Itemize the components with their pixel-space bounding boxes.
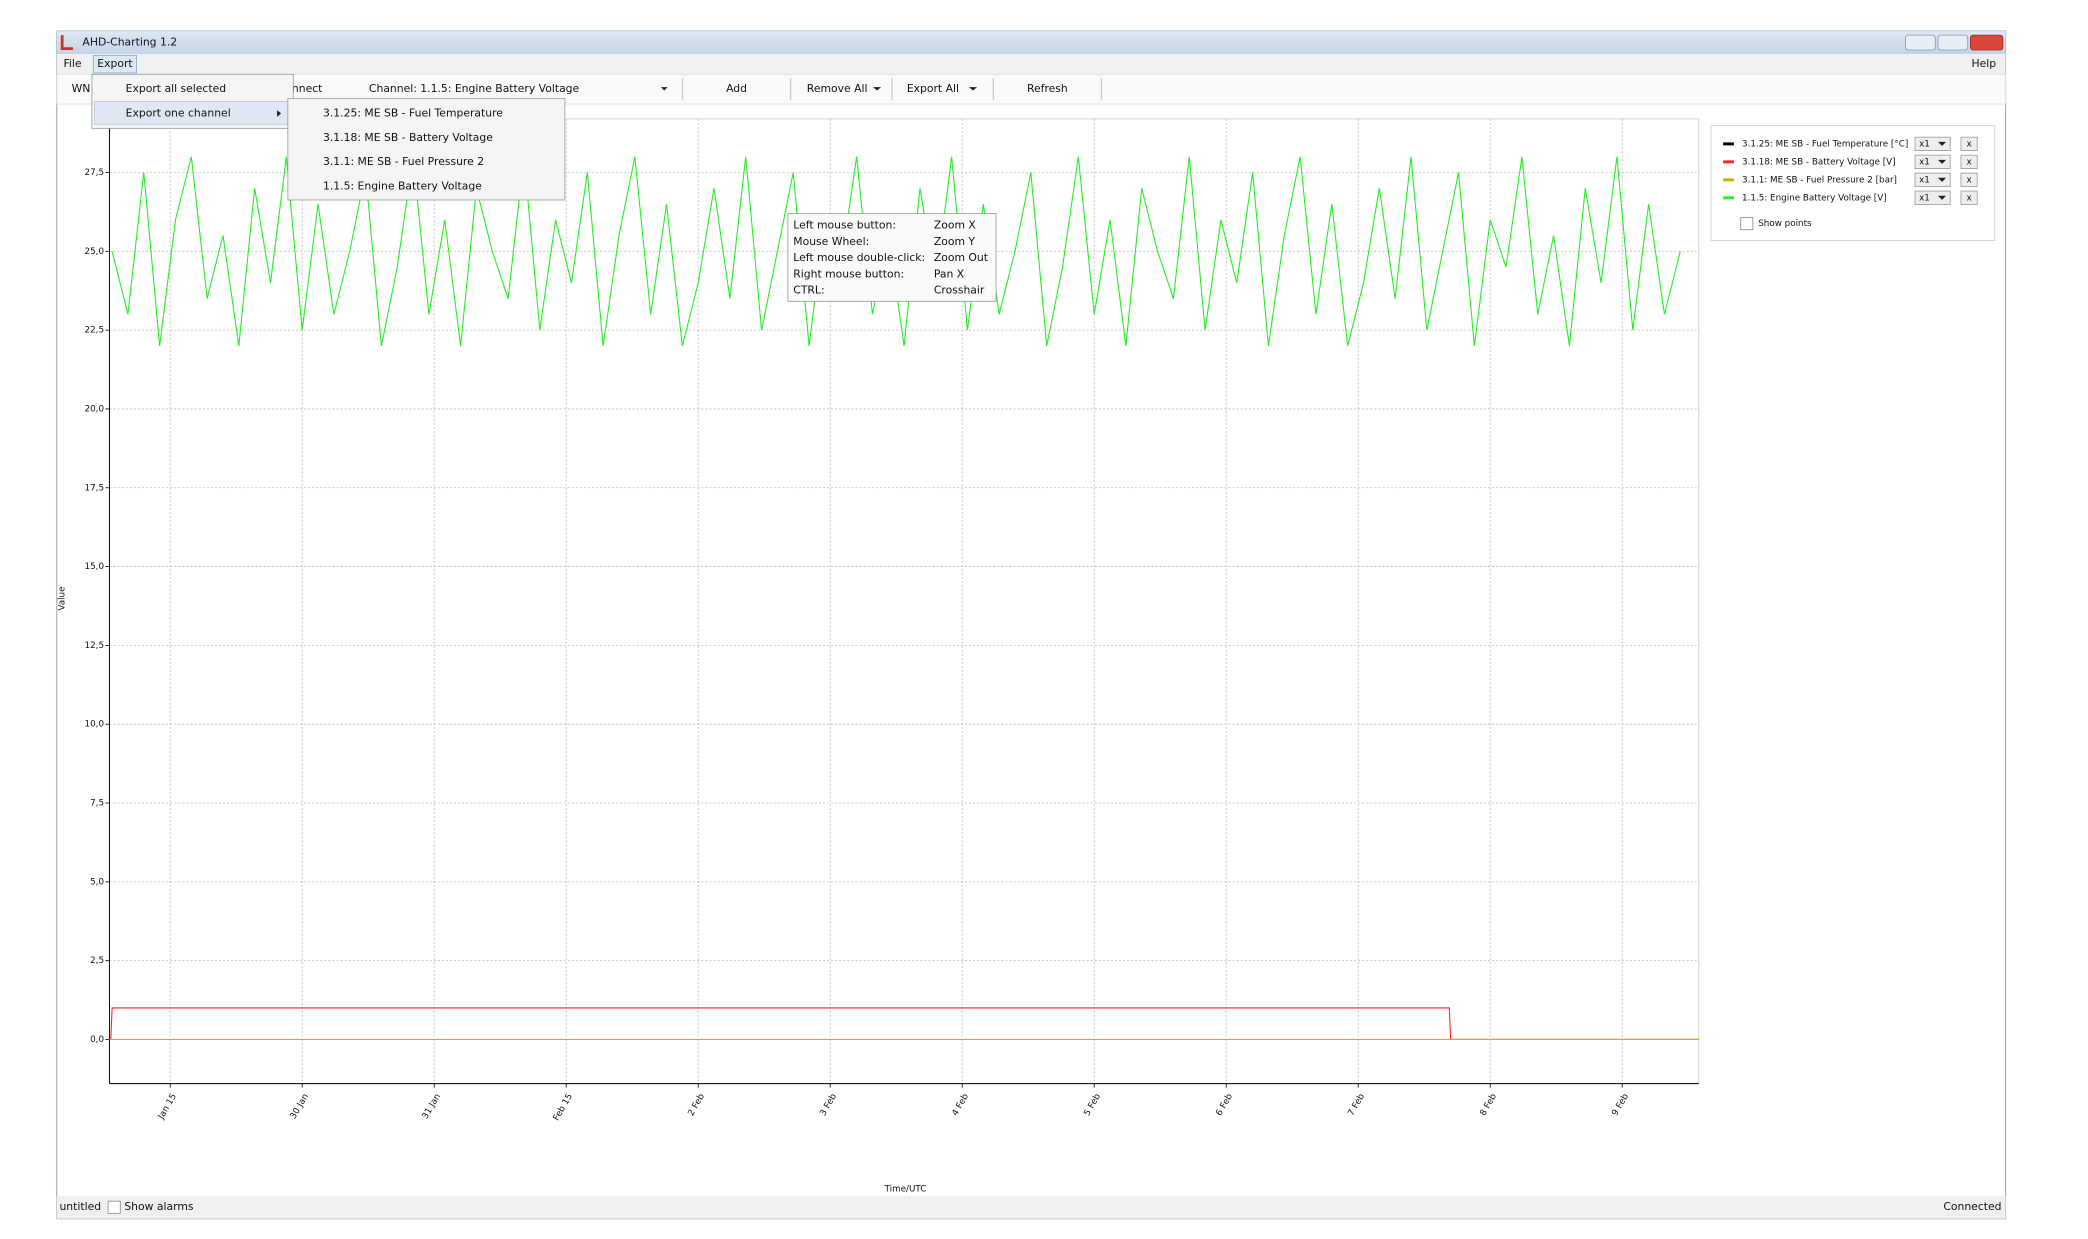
menu-item[interactable]: Export one channel <box>126 106 231 119</box>
y-axis-label: Value <box>58 587 68 611</box>
add-button[interactable]: Add <box>726 82 747 95</box>
axis-selector-value[interactable]: x1 <box>1919 175 1930 185</box>
y-tick-label: 20,0 <box>85 404 105 414</box>
title-bar <box>56 31 2006 55</box>
minimize-button[interactable] <box>1905 34 1936 51</box>
window-title: AHD-Charting 1.2 <box>82 36 177 49</box>
tooltip: Left mouse button: Zoom X Mouse Wheel: Zoom… <box>787 213 997 302</box>
checkbox[interactable] <box>1740 217 1754 231</box>
remove-button[interactable] <box>1960 172 1978 187</box>
app-icon <box>60 35 73 50</box>
dropdown-arrow <box>1937 195 1947 200</box>
y-tick-label: 17,5 <box>85 483 105 493</box>
y-tick-label: 12,5 <box>85 641 105 651</box>
y-tick-label: 7,5 <box>90 799 104 809</box>
dropdown-arrow <box>1937 141 1947 146</box>
menu-help[interactable]: Help <box>1971 57 1996 70</box>
tooltip-key: CTRL: <box>793 283 824 296</box>
status-bar <box>56 1195 2006 1219</box>
remove-button[interactable] <box>1960 154 1978 169</box>
remove-button[interactable] <box>1960 190 1978 205</box>
channel-label: Channel: <box>369 82 417 95</box>
y-tick-label: 25,0 <box>85 247 105 257</box>
menu-bar <box>56 54 2006 75</box>
remove-button-label[interactable]: x <box>1966 175 1971 185</box>
tooltip-key: Right mouse button: <box>793 267 904 280</box>
tooltip-key: Left mouse double-click: <box>793 251 925 264</box>
submenu-item[interactable]: 3.1.1: ME SB - Fuel Pressure 2 <box>323 155 484 168</box>
file-name: untitled <box>59 1200 101 1213</box>
dropdown-arrow <box>660 87 668 91</box>
show-points-label[interactable]: Show points <box>1758 219 1812 229</box>
legend-label: 3.1.1: ME SB - Fuel Pressure 2 [bar] <box>1742 175 1897 185</box>
toolbar-hidden-item[interactable]: WN <box>72 82 91 95</box>
close-button[interactable] <box>1970 34 2004 51</box>
show-alarms-label[interactable]: Show alarms <box>124 1200 194 1213</box>
export-all-button[interactable]: Export All <box>907 82 959 95</box>
tooltip-value: Zoom X <box>934 219 977 232</box>
connection-status: Connected <box>1943 1200 2001 1213</box>
menu-export[interactable]: Export <box>97 57 132 70</box>
dropdown-arrow <box>1937 159 1947 164</box>
legend-label: 3.1.18: ME SB - Battery Voltage [V] <box>1742 157 1896 167</box>
submenu-item[interactable]: 3.1.25: ME SB - Fuel Temperature <box>323 106 503 119</box>
tooltip-value: Crosshair <box>934 283 985 296</box>
tooltip-value: Zoom Y <box>934 235 976 248</box>
y-tick-label: 27,5 <box>85 168 105 178</box>
maximize-button[interactable] <box>1937 34 1969 51</box>
legend-label: 3.1.25: ME SB - Fuel Temperature [°C] <box>1742 139 1908 149</box>
tooltip-key: Mouse Wheel: <box>793 235 869 248</box>
tooltip-box <box>787 213 997 302</box>
axis-selector-value[interactable]: x1 <box>1919 139 1930 149</box>
remove-all-button[interactable]: Remove All <box>807 82 868 95</box>
axis-selector[interactable] <box>1914 154 1951 169</box>
menu-file[interactable]: File <box>64 57 82 70</box>
channel-select[interactable]: 1.1.5: Engine Battery Voltage <box>420 82 579 95</box>
submenu-item[interactable]: 3.1.18: ME SB - Battery Voltage <box>323 131 493 144</box>
axis-selector-value[interactable]: x1 <box>1919 157 1930 167</box>
y-tick-label: 15,0 <box>85 562 105 572</box>
y-tick-label: 10,0 <box>85 720 105 730</box>
y-tick-label: 0,0 <box>90 1035 104 1045</box>
refresh-button[interactable]: Refresh <box>1027 82 1068 95</box>
submenu-box <box>287 98 566 201</box>
y-tick-label: 22,5 <box>85 326 105 336</box>
x-axis-label: Time/UTC <box>884 1185 927 1195</box>
axis-selector-value[interactable]: x1 <box>1919 193 1930 203</box>
axis-selector[interactable] <box>1914 136 1951 151</box>
menu-item[interactable]: Export all selected <box>126 82 226 95</box>
dropdown-arrow <box>968 87 978 91</box>
axis-selector[interactable] <box>1914 190 1951 205</box>
y-tick-label: 5,0 <box>90 877 104 887</box>
remove-button-label[interactable]: x <box>1966 193 1971 203</box>
remove-button[interactable] <box>1960 136 1978 151</box>
remove-button-label[interactable]: x <box>1966 157 1971 167</box>
tooltip-value: Pan X <box>934 267 965 280</box>
toolbar-connect[interactable]: nnect <box>292 82 323 95</box>
export-menu: Export all selected Export one channel 3… <box>91 73 566 201</box>
remove-button-label[interactable]: x <box>1966 139 1971 149</box>
menu-export-highlight <box>92 54 137 74</box>
submenu-item[interactable]: 1.1.5: Engine Battery Voltage <box>323 179 482 192</box>
y-tick-label: 2,5 <box>90 956 104 966</box>
checkbox[interactable] <box>107 1200 121 1214</box>
axis-selector[interactable] <box>1914 172 1951 187</box>
legend: Show points 3.1.25: ME SB - Fuel Tempera… <box>1710 125 1996 241</box>
tooltip-key: Left mouse button: <box>793 219 896 232</box>
dropdown-arrow <box>873 87 882 91</box>
dropdown-arrow <box>1937 177 1947 182</box>
submenu-arrow <box>277 110 282 117</box>
tooltip-value: Zoom Out <box>934 251 988 264</box>
legend-label: 1.1.5: Engine Battery Voltage [V] <box>1742 193 1887 203</box>
